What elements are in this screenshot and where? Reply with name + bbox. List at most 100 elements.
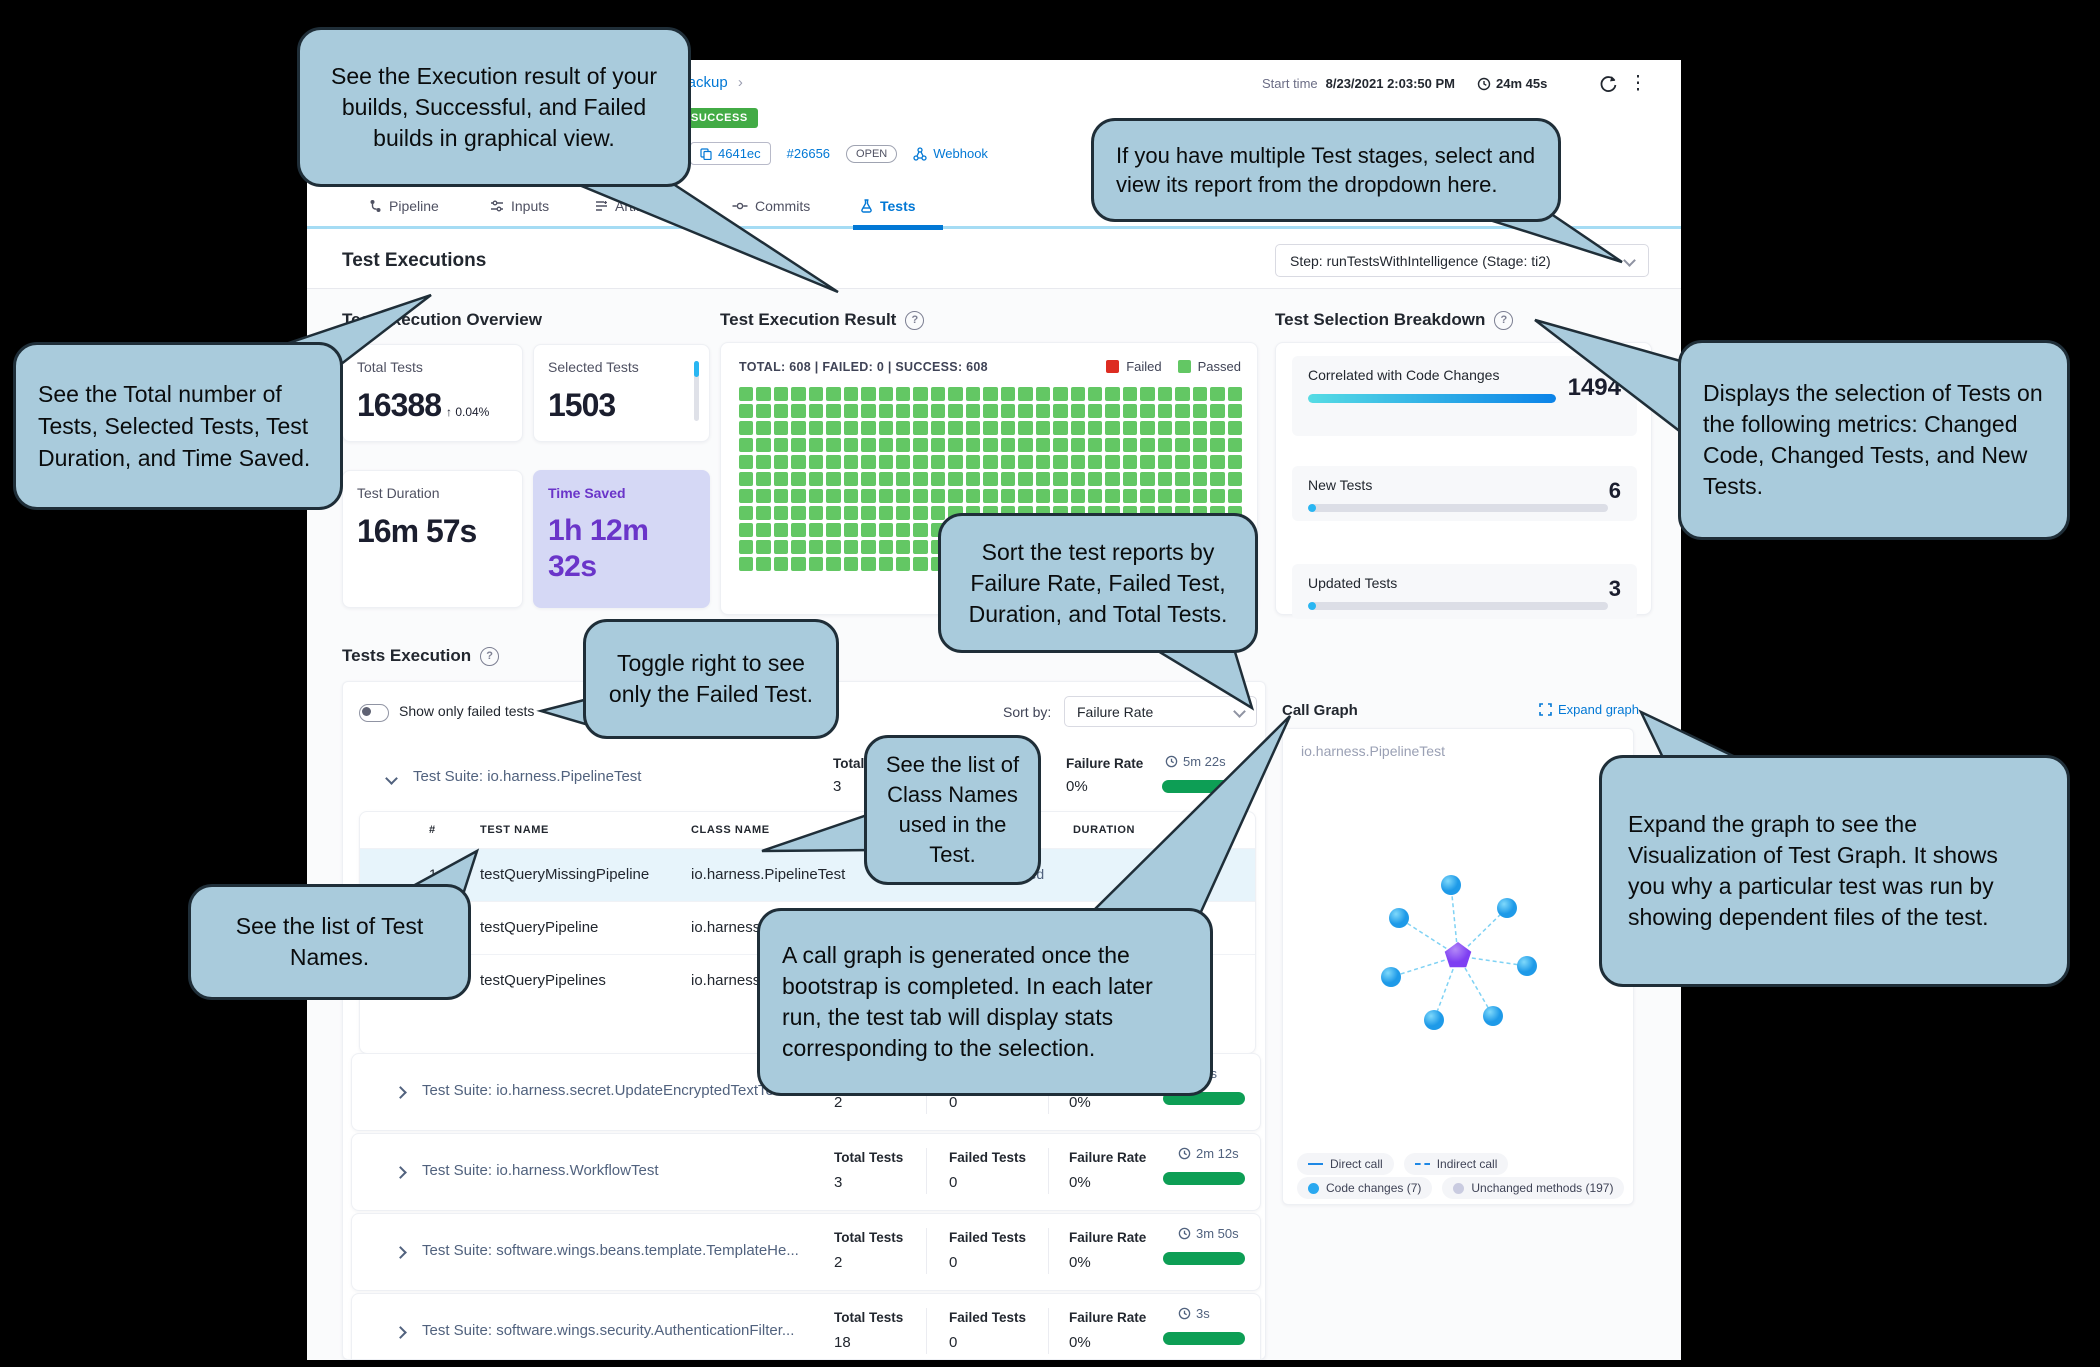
result-cell (1000, 438, 1016, 452)
result-cell (791, 523, 806, 537)
result-cell (878, 438, 894, 452)
result-cell (1210, 489, 1225, 503)
result-cell (756, 438, 771, 452)
suite-expand-chevron[interactable] (394, 1326, 407, 1339)
breakdown-bar (1308, 394, 1556, 403)
legend-unchanged: Unchanged methods (197) (1442, 1177, 1625, 1199)
graph-node[interactable] (1389, 908, 1409, 928)
suite-collapse-chevron[interactable] (385, 772, 398, 785)
col-header-test-name[interactable]: TEST NAME (480, 824, 549, 836)
result-cell (1192, 404, 1208, 418)
pr-number-link[interactable]: #26656 (786, 146, 831, 161)
result-legend: Failed Passed (1106, 359, 1241, 374)
result-cell (983, 421, 998, 435)
result-cell (1157, 438, 1173, 452)
help-icon[interactable]: ? (905, 310, 925, 330)
suite-total-value: 18 (834, 1334, 851, 1351)
result-cell (983, 472, 998, 486)
suite-rate-value: 0% (1069, 1174, 1091, 1191)
step-selector-dropdown[interactable]: Step: runTestsWithIntelligence (Stage: t… (1275, 244, 1649, 277)
suite-total-value: 3 (834, 1174, 843, 1191)
result-cell (1192, 421, 1208, 435)
result-cell (1018, 438, 1033, 452)
sort-value: Failure Rate (1077, 703, 1154, 720)
result-cell (1157, 404, 1173, 418)
tab-tests[interactable]: Tests (860, 198, 916, 214)
tab-inputs[interactable]: Inputs (490, 198, 549, 214)
result-cell (1053, 421, 1068, 435)
suite-rate-label: Failure Rate (1069, 1310, 1147, 1325)
graph-node[interactable] (1441, 875, 1461, 895)
tab-commits[interactable]: Commits (732, 198, 810, 214)
result-cell (756, 523, 771, 537)
result-cell (878, 540, 894, 554)
result-cell (1053, 404, 1068, 418)
graph-node[interactable] (1483, 1006, 1503, 1026)
call-graph-legend-row2: Code changes (7) Unchanged methods (197) (1297, 1177, 1625, 1199)
suite-rate-label: Failure Rate (1066, 756, 1144, 771)
sort-dropdown[interactable]: Failure Rate (1064, 696, 1257, 727)
failed-tests-toggle[interactable] (359, 704, 389, 722)
refresh-button[interactable] (1595, 70, 1621, 96)
result-cell (1157, 421, 1173, 435)
result-cell (808, 540, 824, 554)
result-cell (896, 404, 911, 418)
graph-node[interactable] (1424, 1010, 1444, 1030)
result-cell (739, 421, 754, 435)
col-header-duration[interactable]: DURATION (1073, 824, 1136, 836)
tab-artifacts[interactable]: Artifacts (595, 198, 666, 214)
result-cell (861, 421, 876, 435)
passed-swatch (1177, 360, 1191, 373)
result-cell (739, 438, 754, 452)
suite-expand-chevron[interactable] (394, 1166, 407, 1179)
result-cell (826, 421, 841, 435)
suite-name[interactable]: Test Suite: io.harness.PipelineTest (413, 768, 642, 785)
result-cell (1105, 489, 1120, 503)
column-divider (926, 1148, 927, 1194)
graph-node[interactable] (1517, 956, 1537, 976)
help-icon[interactable]: ? (1494, 310, 1514, 330)
col-header-num: # (429, 824, 436, 836)
result-cell (773, 421, 789, 435)
call-graph-node-label: io.harness.PipelineTest (1301, 743, 1445, 759)
call-graph-svg[interactable] (1283, 729, 1635, 1139)
result-cell (739, 557, 754, 571)
col-header-class-name[interactable]: CLASS NAME (691, 824, 770, 836)
result-cell (1070, 455, 1085, 469)
result-cell (1210, 455, 1225, 469)
kebab-menu-button[interactable]: ⋮ (1625, 70, 1651, 96)
graph-node[interactable] (1497, 898, 1517, 918)
result-cell (1122, 455, 1138, 469)
suite-expand-chevron[interactable] (394, 1086, 407, 1099)
result-cell (896, 387, 911, 401)
suite-row[interactable]: Test Suite: software.wings.security.Auth… (351, 1293, 1261, 1359)
result-cell (1227, 387, 1242, 401)
result-cell (1175, 489, 1190, 503)
result-cell (1053, 472, 1068, 486)
webhook-link[interactable]: Webhook (913, 146, 988, 161)
result-cell (773, 523, 789, 537)
result-cell (826, 455, 841, 469)
result-cell (826, 404, 841, 418)
tab-pipeline[interactable]: Pipeline (369, 198, 439, 214)
result-cell (808, 387, 824, 401)
suite-row[interactable]: Test Suite: software.wings.beans.templat… (351, 1213, 1261, 1291)
total-tests-value: 16388 ↑ 0.04% (357, 387, 490, 423)
result-cell (843, 472, 859, 486)
help-icon[interactable]: ? (480, 646, 500, 666)
commit-sha-pill[interactable]: 4641ec (690, 142, 771, 165)
table-row[interactable]: 1. testQueryMissingPipeline io.harness.P… (360, 848, 1255, 902)
result-cell (913, 472, 928, 486)
result-cell (948, 404, 963, 418)
row-class-name: io.harness.PipelineTest (691, 866, 846, 883)
mini-scrollbar[interactable] (694, 361, 699, 421)
suite-row[interactable]: Test Suite: io.harness.WorkflowTest Tota… (351, 1133, 1261, 1211)
result-cell (948, 387, 963, 401)
expand-graph-link[interactable]: Expand graph (1539, 702, 1639, 717)
graph-node[interactable] (1381, 967, 1401, 987)
graph-center-node[interactable] (1444, 942, 1472, 968)
result-cell (791, 540, 806, 554)
result-cell (808, 472, 824, 486)
suite-expand-chevron[interactable] (394, 1246, 407, 1259)
row-test-name: testQueryMissingPipeline (480, 866, 650, 883)
